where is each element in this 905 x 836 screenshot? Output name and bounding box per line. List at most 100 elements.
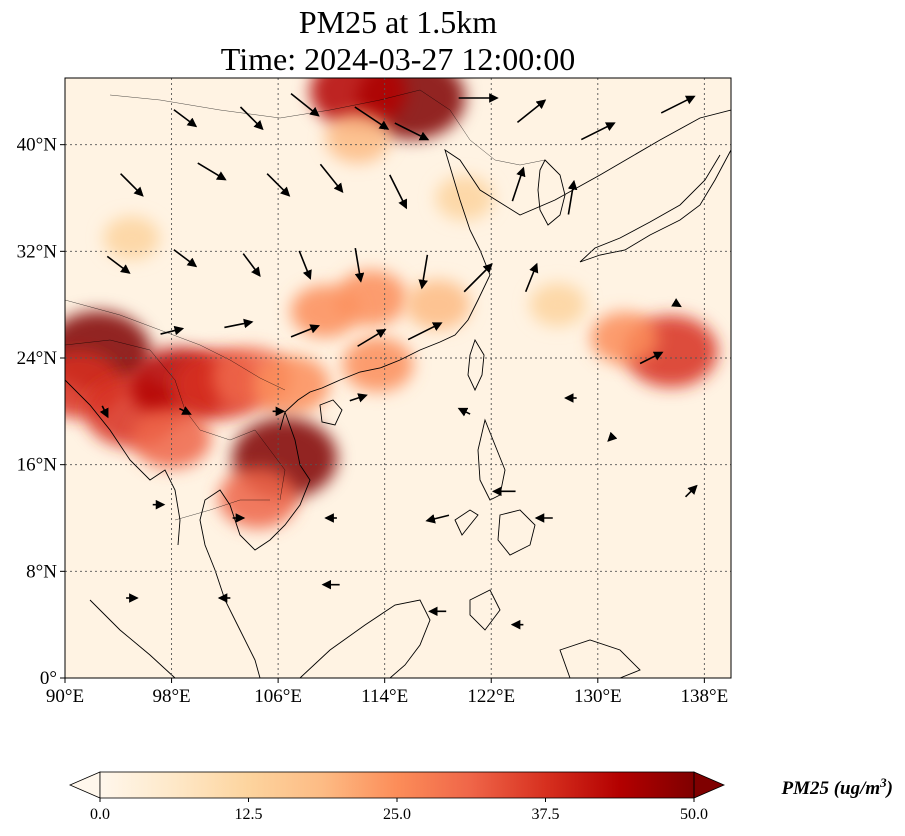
wind-arrow-25 bbox=[224, 318, 254, 329]
wind-arrow-12 bbox=[319, 163, 344, 193]
taiwan-coastline bbox=[467, 338, 485, 392]
japan-coastline bbox=[579, 149, 731, 263]
lon-tick-label-1: 98°E bbox=[152, 686, 190, 707]
wind-arrow-24 bbox=[160, 325, 185, 336]
coastlines bbox=[65, 109, 731, 678]
wind-arrow-47 bbox=[671, 298, 682, 308]
wind-arrow-27 bbox=[357, 328, 387, 347]
border-4 bbox=[174, 499, 270, 521]
title-line-2: Time: 2024-03-27 12:00:00 bbox=[221, 41, 575, 77]
wind-arrow-29 bbox=[99, 405, 109, 419]
wind-arrow-38 bbox=[425, 514, 450, 524]
pm25-hotspot-21 bbox=[529, 282, 587, 327]
wind-arrow-49 bbox=[684, 484, 698, 498]
lat-tick-label-0: 0° bbox=[40, 668, 57, 689]
wind-arrow-20 bbox=[354, 248, 365, 283]
pm25-hotspot-8 bbox=[253, 355, 330, 415]
wind-arrow-32 bbox=[349, 393, 368, 403]
map-frame bbox=[64, 77, 732, 679]
sumatra-coastline bbox=[89, 599, 176, 678]
colorbar: 0.0 12.5 25.0 37.5 50.0 PM25 (ug/m3) bbox=[68, 771, 893, 823]
wind-arrow-28 bbox=[407, 322, 443, 341]
wind-arrow-26 bbox=[290, 324, 320, 338]
colorbar-extend-max bbox=[693, 771, 726, 799]
lat-tick-label-5: 40°N bbox=[17, 135, 58, 156]
wind-arrow-23 bbox=[524, 262, 539, 293]
wind-arrow-18 bbox=[242, 253, 261, 277]
pm25-hotspot-19 bbox=[103, 216, 160, 260]
wind-arrow-22 bbox=[463, 263, 493, 293]
colorbar-label: PM25 (ug/m3) bbox=[780, 775, 893, 800]
korea-coastline bbox=[537, 159, 566, 226]
wind-arrow-9 bbox=[120, 173, 144, 197]
pm25-hotspot-15 bbox=[325, 113, 391, 163]
lat-tick-label-3: 24°N bbox=[17, 348, 58, 369]
border-5 bbox=[109, 89, 421, 119]
wind-arrow-0 bbox=[173, 109, 198, 128]
lon-tick-label-2: 106°E bbox=[254, 686, 302, 707]
lon-tick-label-3: 114°E bbox=[361, 686, 408, 707]
pm25-hotspot-13 bbox=[290, 285, 359, 338]
pm25-hotspot-20 bbox=[435, 175, 494, 221]
wind-arrow-14 bbox=[511, 166, 526, 202]
lon-tick-label-0: 90°E bbox=[46, 686, 84, 707]
border-6 bbox=[419, 89, 546, 166]
title-line-1: PM25 at 1.5km bbox=[299, 4, 497, 40]
wind-arrow-48 bbox=[639, 351, 664, 365]
gridlines bbox=[65, 78, 731, 678]
colorbar-tick-label-3: 37.5 bbox=[532, 806, 560, 823]
pm25-hotspot-18 bbox=[590, 311, 659, 365]
colorbar-tick-label-4: 50.0 bbox=[680, 806, 708, 823]
pm25-hotspot-10 bbox=[218, 467, 298, 529]
lon-tick-label-5: 130°E bbox=[574, 686, 622, 707]
colorbar-gradient bbox=[100, 772, 694, 798]
wind-arrow-15 bbox=[567, 179, 578, 215]
wind-arrow-7 bbox=[580, 122, 616, 141]
wind-arrow-6 bbox=[516, 99, 547, 123]
wind-arrow-16 bbox=[106, 255, 131, 274]
philippines-luzon bbox=[477, 418, 506, 501]
border-1 bbox=[65, 299, 286, 391]
wind-vectors bbox=[99, 93, 698, 630]
wind-arrow-1 bbox=[239, 106, 264, 131]
wind-arrow-17 bbox=[173, 249, 198, 268]
new-guinea-west bbox=[559, 639, 641, 678]
pm25-hotspot-1 bbox=[309, 78, 407, 129]
colorbar-tick-label-2: 25.0 bbox=[383, 806, 411, 823]
axis-ticks: 90°E 98°E 106°E 114°E 122°E 130°E 138°E 0° 8°N 16… bbox=[17, 135, 729, 707]
lon-tick-label-6: 138°E bbox=[681, 686, 729, 707]
lon-tick-label-4: 122°E bbox=[467, 686, 515, 707]
wind-arrow-46 bbox=[607, 431, 618, 442]
wind-arrow-11 bbox=[266, 173, 291, 197]
wind-arrow-21 bbox=[418, 254, 429, 290]
china-coastline bbox=[279, 109, 731, 431]
wind-arrow-30 bbox=[179, 406, 192, 415]
lat-tick-label-2: 16°N bbox=[17, 455, 58, 476]
wind-arrow-2 bbox=[290, 93, 320, 117]
wind-arrow-19 bbox=[298, 250, 312, 280]
pm25-field bbox=[65, 78, 718, 529]
map-plot-area bbox=[65, 78, 731, 678]
wind-arrow-3 bbox=[354, 106, 390, 130]
hainan-coastline bbox=[319, 399, 343, 426]
pm25-hotspot-16 bbox=[342, 337, 414, 392]
sulawesi bbox=[469, 589, 501, 631]
colorbar-tick-label-1: 12.5 bbox=[235, 806, 263, 823]
myanmar-coastline bbox=[65, 379, 181, 546]
borders bbox=[65, 89, 546, 521]
lat-tick-label-4: 32°N bbox=[17, 241, 58, 262]
colorbar-tick-label-0: 0.0 bbox=[90, 806, 110, 823]
colorbar-extend-min bbox=[68, 771, 101, 799]
palawan bbox=[454, 509, 479, 536]
borneo-coastline bbox=[299, 599, 431, 678]
wind-arrow-4 bbox=[394, 122, 430, 141]
philippines-mindanao bbox=[497, 509, 536, 556]
wind-arrow-10 bbox=[197, 162, 227, 181]
border-3 bbox=[199, 429, 286, 501]
colorbar-ticks: 0.0 12.5 25.0 37.5 50.0 bbox=[90, 798, 708, 823]
wind-arrow-13 bbox=[389, 174, 407, 210]
pm25-hotspot-14 bbox=[405, 279, 471, 330]
wind-arrow-33 bbox=[457, 407, 471, 417]
lat-tick-label-1: 8°N bbox=[26, 561, 57, 582]
